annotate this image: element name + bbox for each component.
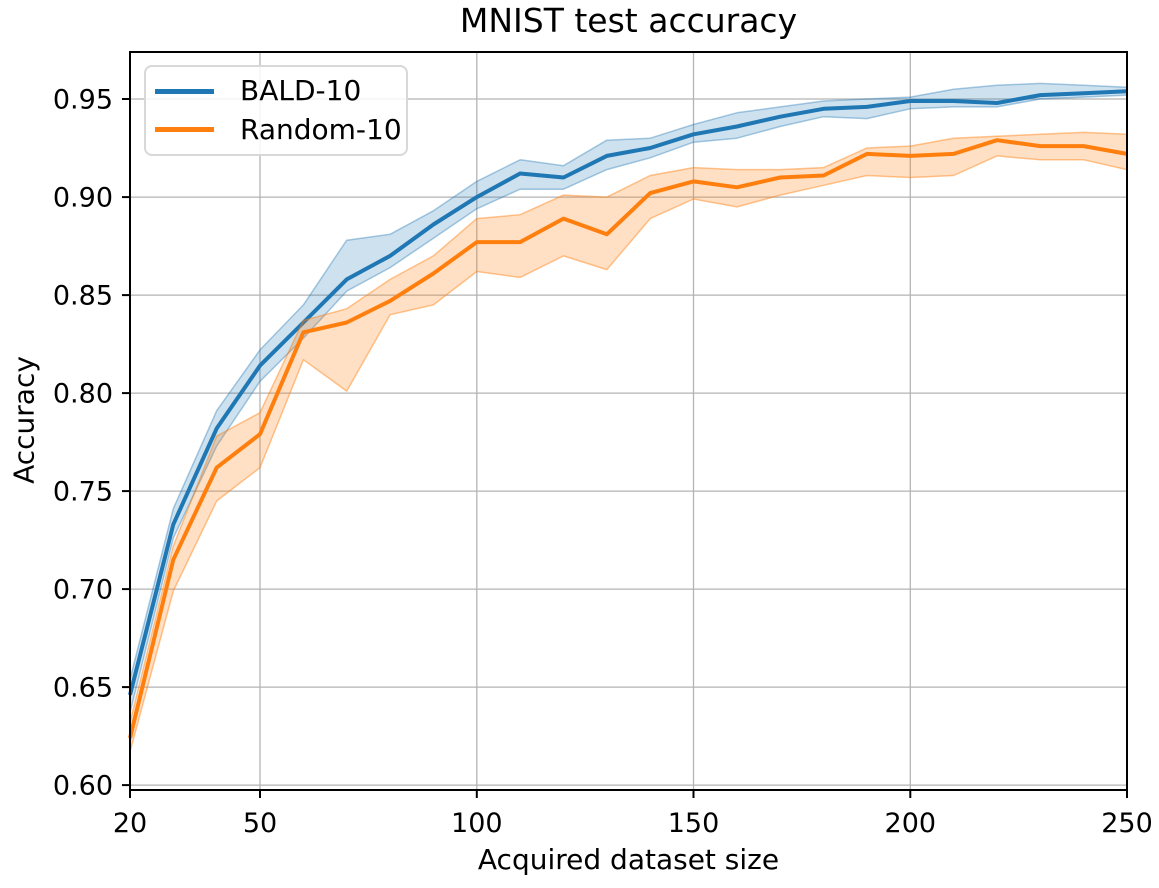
x-axis-label: Acquired dataset size xyxy=(477,843,780,876)
legend: BALD-10 Random-10 xyxy=(144,65,408,156)
legend-label-random: Random-10 xyxy=(240,112,402,146)
legend-item-bald: BALD-10 xyxy=(155,77,406,105)
y-axis-label: Accuracy xyxy=(7,356,41,484)
random-10-line xyxy=(128,138,1128,739)
x-tick-label: 150 xyxy=(668,808,720,839)
y-tick-label: 0.80 xyxy=(53,379,113,410)
y-tick-label: 0.60 xyxy=(53,771,113,802)
x-tick-label: 100 xyxy=(451,808,503,839)
bald-10-line xyxy=(128,89,1128,696)
y-tick-label: 0.90 xyxy=(53,183,113,214)
y-axis-ticks: 0.60 0.65 0.70 0.75 0.80 0.85 0.90 0.95 xyxy=(53,85,130,802)
y-tick-label: 0.70 xyxy=(53,575,113,606)
chart-title: MNIST test accuracy xyxy=(459,1,798,40)
x-tick-label: 200 xyxy=(885,808,937,839)
axes-frame xyxy=(129,51,1128,791)
y-tick-label: 0.95 xyxy=(53,85,113,116)
legend-line-sample-random xyxy=(155,127,214,133)
random-10-confidence-band xyxy=(129,131,1128,753)
x-tick-label: 20 xyxy=(113,808,147,839)
x-axis-ticks: 20 50 100 150 200 250 xyxy=(113,790,1153,839)
legend-label-bald: BALD-10 xyxy=(240,74,362,108)
legend-line-sample-bald xyxy=(155,88,214,94)
y-tick-label: 0.65 xyxy=(53,673,113,704)
x-tick-label: 50 xyxy=(243,808,277,839)
x-tick-label: 250 xyxy=(1101,808,1153,839)
y-tick-label: 0.85 xyxy=(53,281,113,312)
y-tick-label: 0.75 xyxy=(53,477,113,508)
legend-item-random: Random-10 xyxy=(155,112,406,146)
